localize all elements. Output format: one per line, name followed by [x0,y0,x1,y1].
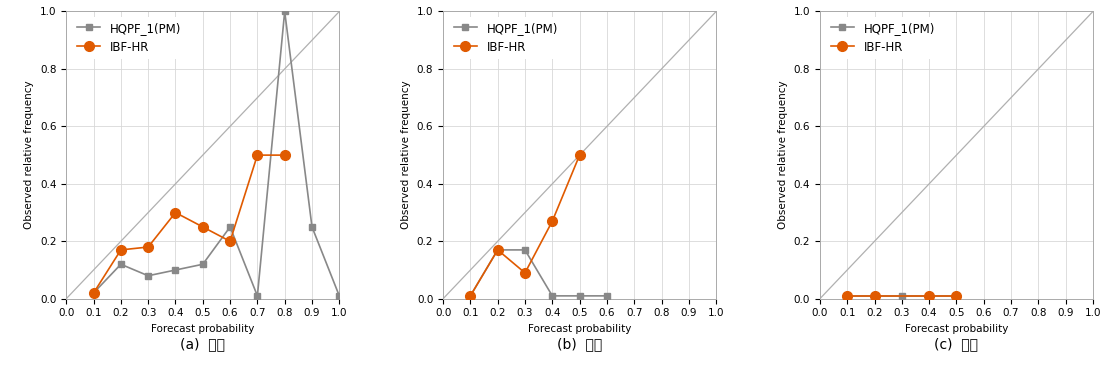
HQPF_1(PM) [197,262,210,267]
Line: HQPF_1(PM): HQPF_1(PM) [91,8,342,300]
IBF-HR [545,219,559,224]
Line: HQPF_1(PM): HQPF_1(PM) [467,246,611,300]
IBF-HR [519,270,532,275]
HQPF_1(PM) [306,224,319,229]
HQPF_1(PM) [573,293,586,298]
HQPF_1(PM) [223,224,236,229]
HQPF_1(PM) [278,9,291,14]
IBF-HR [169,210,182,215]
HQPF_1(PM) [141,273,155,278]
HQPF_1(PM) [251,293,264,298]
Legend: HQPF_1(PM), IBF-HR: HQPF_1(PM), IBF-HR [72,17,185,59]
Y-axis label: Observed relative frequency: Observed relative frequency [24,81,34,229]
HQPF_1(PM) [491,247,505,252]
HQPF_1(PM) [923,293,936,298]
Text: (b)  교통: (b) 교통 [558,337,602,351]
HQPF_1(PM) [545,293,559,298]
IBF-HR [573,153,586,157]
IBF-HR [223,239,236,244]
X-axis label: Forecast probability: Forecast probability [151,324,254,334]
Line: IBF-HR: IBF-HR [842,291,962,301]
Y-axis label: Observed relative frequency: Observed relative frequency [778,81,788,229]
HQPF_1(PM) [601,293,614,298]
HQPF_1(PM) [519,247,532,252]
IBF-HR [197,224,210,229]
IBF-HR [923,293,936,298]
IBF-HR [251,153,264,157]
IBF-HR [464,293,477,298]
HQPF_1(PM) [114,262,127,267]
IBF-HR [114,247,127,252]
HQPF_1(PM) [464,293,477,298]
IBF-HR [868,293,881,298]
Text: (a)  보행: (a) 보행 [180,337,225,351]
Line: IBF-HR: IBF-HR [88,150,289,298]
Legend: HQPF_1(PM), IBF-HR: HQPF_1(PM), IBF-HR [826,17,940,59]
HQPF_1(PM) [169,268,182,272]
X-axis label: Forecast probability: Forecast probability [528,324,631,334]
IBF-HR [141,245,155,249]
IBF-HR [87,291,100,295]
Line: IBF-HR: IBF-HR [466,150,584,301]
IBF-HR [491,247,505,252]
HQPF_1(PM) [949,293,963,298]
Text: (c)  시설: (c) 시설 [934,337,978,351]
IBF-HR [278,153,291,157]
Y-axis label: Observed relative frequency: Observed relative frequency [401,81,412,229]
IBF-HR [840,293,853,298]
X-axis label: Forecast probability: Forecast probability [905,324,1008,334]
HQPF_1(PM) [840,293,853,298]
Legend: HQPF_1(PM), IBF-HR: HQPF_1(PM), IBF-HR [449,17,563,59]
HQPF_1(PM) [895,293,909,298]
HQPF_1(PM) [87,291,100,295]
HQPF_1(PM) [868,293,881,298]
IBF-HR [949,293,963,298]
Line: HQPF_1(PM): HQPF_1(PM) [843,292,959,300]
HQPF_1(PM) [332,293,346,298]
